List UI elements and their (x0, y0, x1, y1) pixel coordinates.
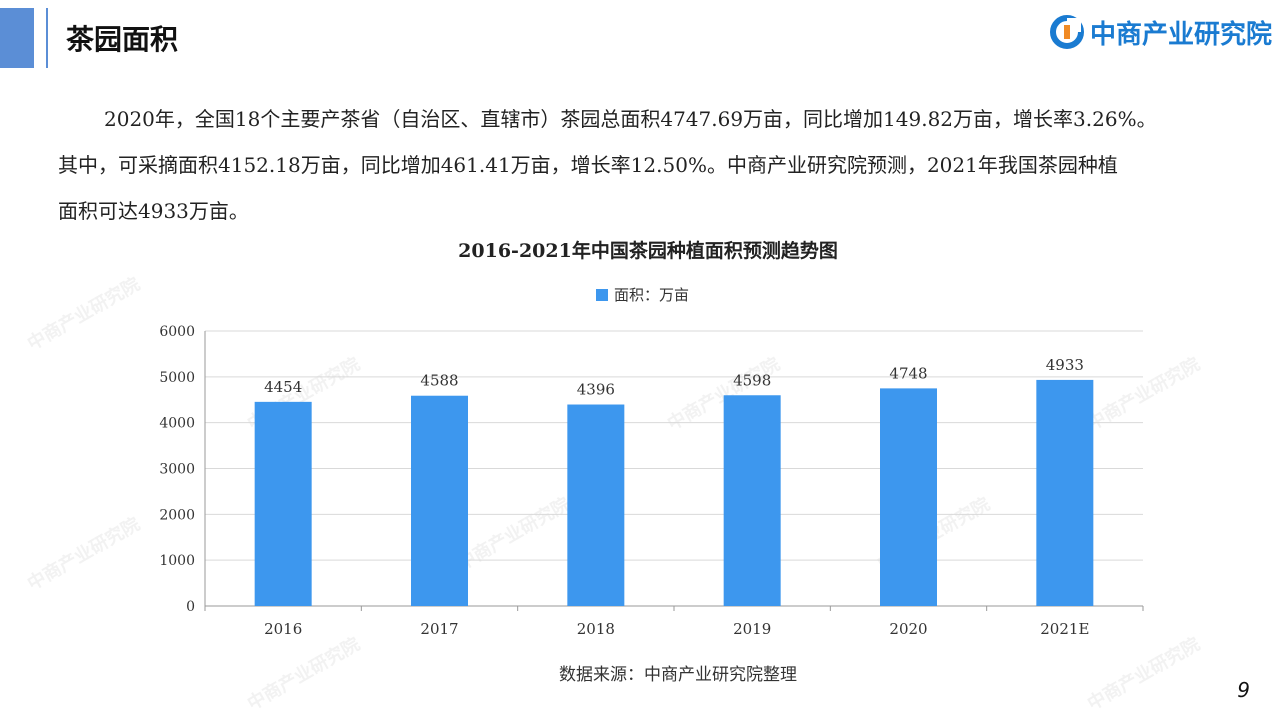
header-divider (46, 8, 48, 68)
data-label: 4454 (264, 378, 302, 396)
x-tick-label: 2017 (420, 620, 458, 638)
body-paragraph: 2020年，全国18个主要产茶省（自治区、直辖市）茶园总面积4747.69万亩，… (58, 96, 1238, 234)
data-label: 4933 (1046, 356, 1084, 374)
x-tick-label: 2018 (577, 620, 615, 638)
body-line-2: 其中，可采摘面积4152.18万亩，同比增加461.41万亩，增长率12.50%… (58, 153, 1118, 177)
bar (254, 401, 312, 606)
y-tick-label: 5000 (159, 370, 195, 386)
chart-legend: 面积：万亩 (596, 284, 689, 305)
x-tick-label: 2016 (264, 620, 302, 638)
data-label: 4748 (889, 364, 927, 382)
y-tick-label: 1000 (159, 553, 195, 569)
bar (723, 395, 781, 606)
chart-title: 2016-2021年中国茶园种植面积预测趋势图 (458, 240, 838, 262)
bar (1036, 379, 1094, 606)
data-label: 4588 (420, 372, 458, 390)
data-source: 数据来源：中商产业研究院整理 (559, 665, 797, 685)
page-number: 9 (1237, 678, 1250, 702)
page-title: 茶园面积 (66, 23, 179, 56)
legend-label: 面积：万亩 (614, 286, 690, 304)
bar (411, 395, 468, 606)
y-tick-label: 6000 (159, 324, 195, 340)
x-tick-label: 2020 (889, 620, 927, 638)
y-tick-label: 4000 (159, 416, 195, 432)
y-tick-label: 3000 (159, 462, 195, 478)
brand-logo-text: 中商产业研究院 (1089, 19, 1272, 50)
bar (567, 404, 625, 606)
body-line-1: 2020年，全国18个主要产茶省（自治区、直辖市）茶园总面积4747.69万亩，… (104, 107, 1157, 131)
x-tick-label: 2021E (1040, 620, 1089, 638)
brand-logo-icon (1049, 15, 1084, 49)
legend-swatch (596, 288, 608, 301)
bar (880, 388, 937, 606)
header-accent-bar (0, 8, 34, 68)
x-tick-label: 2019 (733, 620, 771, 638)
brand-logo: 中商产业研究院 (1049, 12, 1272, 52)
data-label: 4396 (577, 381, 615, 399)
body-line-3: 面积可达4933万亩。 (58, 199, 249, 223)
data-label: 4598 (733, 371, 771, 389)
y-tick-label: 0 (186, 599, 195, 615)
y-tick-label: 2000 (159, 507, 195, 523)
